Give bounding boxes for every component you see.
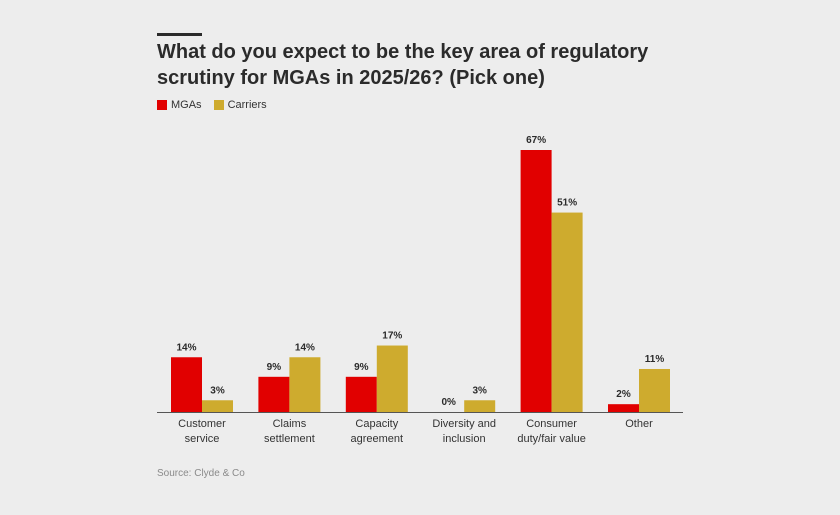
bar-mgas-2 (345, 376, 377, 412)
data-label-carriers-2: 17% (382, 331, 402, 342)
legend-swatch-carriers (213, 100, 224, 110)
title-accent-bar (157, 33, 202, 36)
legend-item-carriers: Carriers (213, 99, 267, 111)
legend-item-mgas: MGAs (157, 99, 202, 111)
bar-mgas-0 (171, 357, 202, 412)
bar-carriers-1 (289, 357, 321, 412)
bar-carriers-2 (376, 345, 408, 412)
data-label-carriers-3: 3% (472, 385, 487, 396)
category-label-4: Consumer duty/fair value (517, 418, 585, 445)
bar-carriers-3 (464, 400, 496, 412)
bar-carriers-5 (639, 368, 670, 412)
category-label-2: Capacity agreement (351, 418, 404, 445)
data-label-mgas-1: 9% (267, 362, 282, 373)
bar-carriers-0 (202, 400, 233, 412)
source-note: Source: Clyde & Co (157, 468, 245, 479)
data-label-mgas-4: 67% (526, 135, 546, 146)
category-label-5: Other (625, 418, 653, 430)
category-label-0: Customer service (178, 418, 226, 445)
legend-label-carriers: Carriers (227, 99, 267, 111)
data-label-carriers-1: 14% (295, 342, 315, 353)
bar-mgas-4 (520, 150, 552, 412)
data-label-carriers-5: 11% (645, 354, 665, 365)
data-label-mgas-5: 2% (616, 389, 631, 400)
data-label-mgas-3: 0% (441, 397, 456, 408)
bar-mgas-5 (608, 404, 639, 412)
data-label-carriers-4: 51% (557, 198, 577, 209)
legend-swatch-mgas (157, 100, 167, 110)
legend: MGAs Carriers (157, 99, 279, 111)
data-label-mgas-0: 14% (176, 342, 196, 353)
category-label-1: Claims settlement (264, 418, 315, 445)
data-label-carriers-0: 3% (210, 385, 225, 396)
bar-mgas-1 (258, 376, 290, 412)
chart-title: What do you expect to be the key area of… (157, 41, 649, 89)
data-label-mgas-2: 9% (354, 362, 369, 373)
legend-label-mgas: MGAs (171, 99, 202, 111)
bar-carriers-4 (551, 212, 583, 412)
category-label-3: Diversity and inclusion (432, 418, 496, 445)
